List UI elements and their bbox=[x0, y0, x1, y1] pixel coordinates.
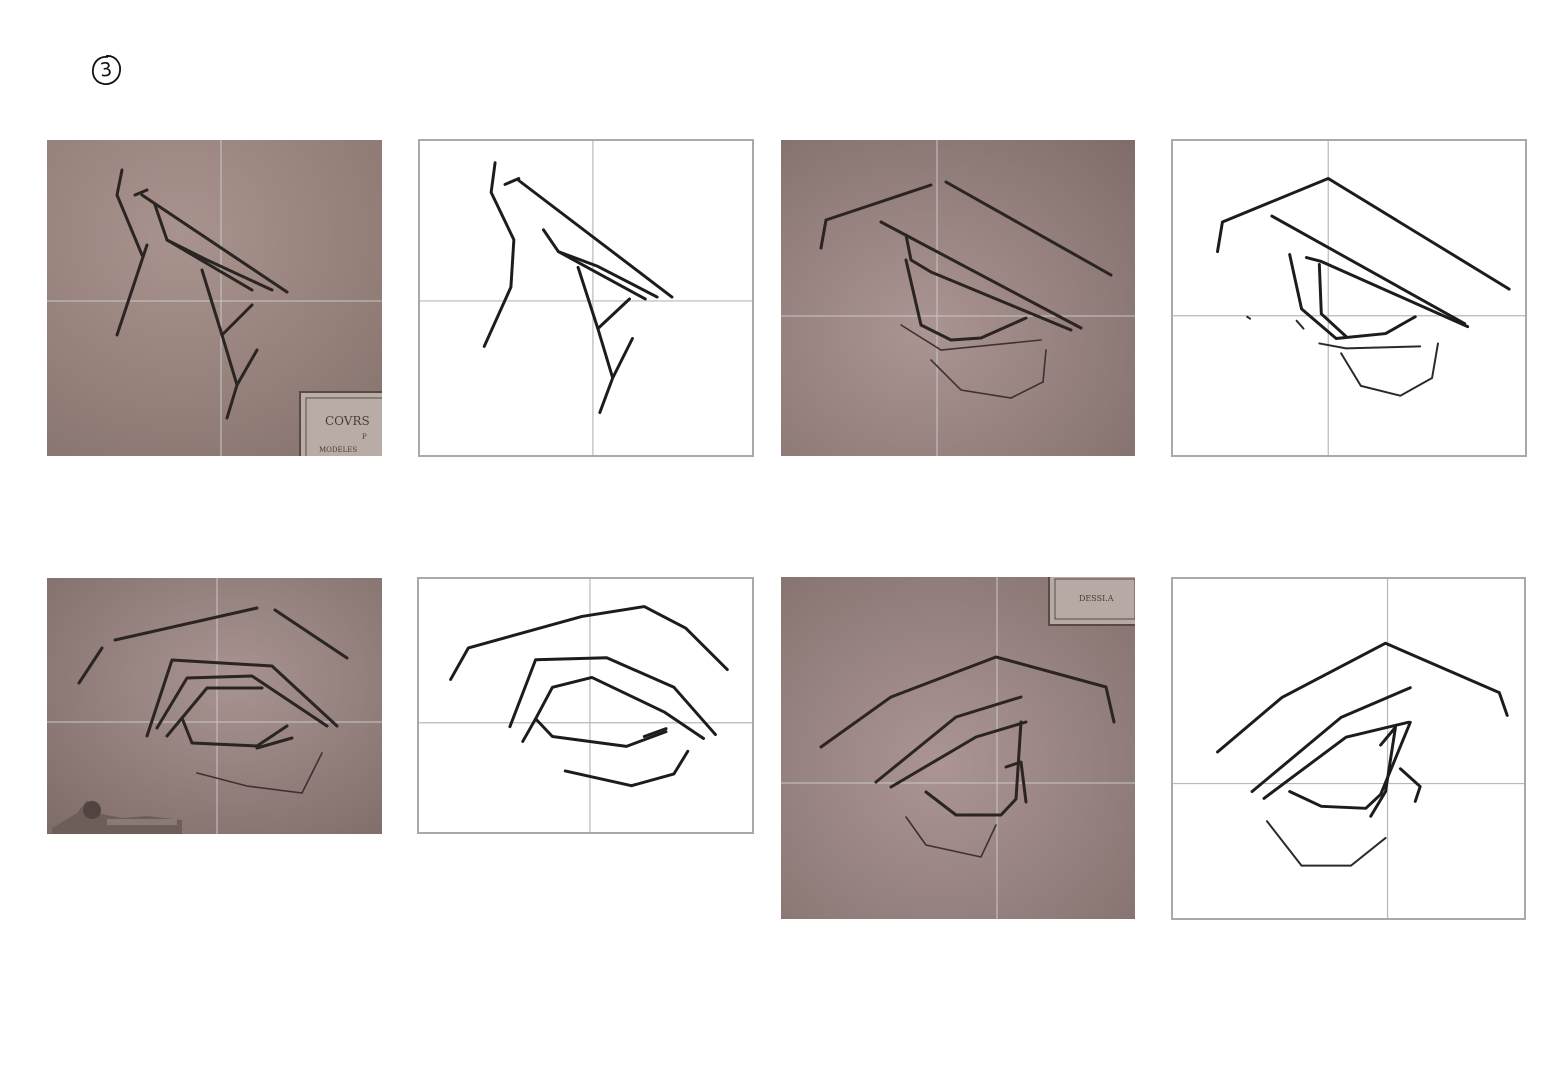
reference-photo-1: COVRS P MODELES bbox=[47, 140, 382, 456]
eye-sketch-copy-1 bbox=[420, 141, 752, 455]
reference-photo-3 bbox=[47, 578, 382, 834]
page-number-badge: 3 bbox=[88, 52, 124, 88]
plaque-line-2: P bbox=[362, 433, 367, 441]
eye-sketch-copy-4 bbox=[1173, 579, 1524, 918]
line-copy-1 bbox=[418, 139, 754, 457]
eye-sketch-copy-3 bbox=[419, 579, 752, 832]
line-copy-3 bbox=[417, 577, 754, 834]
line-copy-4 bbox=[1171, 577, 1526, 920]
eye-sketch-copy-2 bbox=[1173, 141, 1525, 455]
plaque-line-1: COVRS bbox=[325, 414, 370, 428]
line-copy-2 bbox=[1171, 139, 1527, 457]
reference-photo-4: DESSI.A bbox=[781, 577, 1135, 919]
plaque-line-3: MODELES bbox=[319, 446, 357, 454]
reference-photo-2 bbox=[781, 140, 1135, 456]
eye-sketch-photo-1: COVRS P MODELES bbox=[47, 140, 382, 456]
eye-sketch-photo-2 bbox=[781, 140, 1135, 456]
eye-sketch-photo-3 bbox=[47, 578, 382, 834]
plaque-line-4: DESSI.A bbox=[1079, 594, 1114, 603]
circle-mark-icon bbox=[91, 55, 121, 85]
page-number: 3 bbox=[98, 58, 114, 82]
eye-sketch-photo-4: DESSI.A bbox=[781, 577, 1135, 919]
